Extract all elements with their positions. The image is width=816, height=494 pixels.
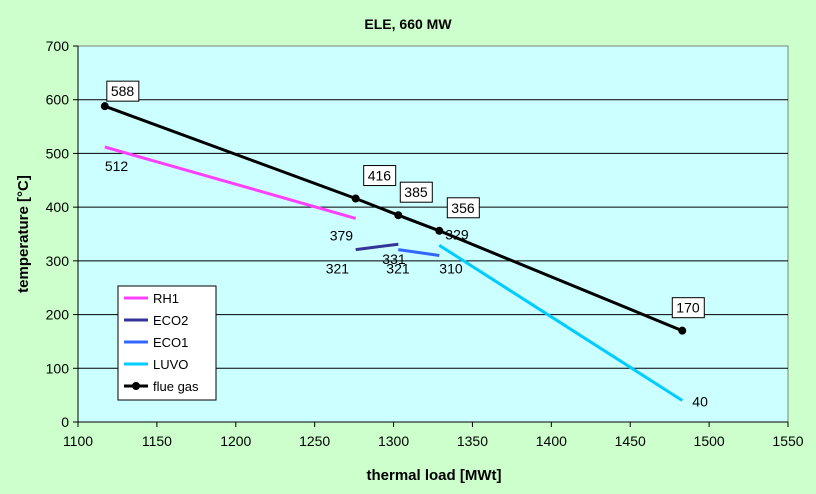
data-label: 385: [404, 184, 428, 200]
x-tick-label: 1450: [615, 433, 646, 449]
y-tick-label: 600: [46, 92, 70, 108]
chart-title: ELE, 660 MW: [364, 16, 452, 32]
y-tick-label: 300: [46, 253, 70, 269]
y-tick-label: 200: [46, 307, 70, 323]
data-point-flue-gas: [435, 226, 444, 235]
series-group: [100, 102, 687, 402]
data-label: 329: [445, 226, 469, 242]
data-point-flue-gas: [100, 102, 109, 111]
y-tick-label: 400: [46, 199, 70, 215]
data-point-flue-gas: [678, 326, 687, 335]
data-label: 321: [386, 261, 410, 277]
data-label: 40: [692, 394, 708, 410]
data-label: 170: [676, 300, 700, 316]
y-tick-label: 100: [46, 360, 70, 376]
series-line-eco2: [355, 242, 399, 252]
y-axis-title: temperature [°C]: [15, 175, 32, 293]
x-tick-label: 1300: [378, 433, 409, 449]
data-label-box: [399, 181, 433, 203]
legend-label-flue-gas: flue gas: [153, 379, 199, 394]
legend-label-eco1: ECO1: [153, 335, 188, 350]
x-tick-label: 1100: [63, 433, 93, 449]
data-label: 310: [439, 260, 463, 276]
legend-label-eco2: ECO2: [153, 313, 188, 328]
legend: RH1 ECO2 ECO1 LUVO flue gas: [117, 285, 217, 401]
x-tick-label: 1500: [694, 433, 725, 449]
data-label: 379: [330, 227, 354, 243]
series-line-luvo: [438, 244, 684, 402]
data-label: 512: [105, 158, 129, 174]
data-point-flue-gas: [394, 211, 403, 220]
data-label: 588: [111, 83, 135, 99]
data-label-box: [106, 80, 140, 102]
data-label-box: [671, 297, 705, 319]
data-label: 416: [368, 168, 392, 184]
series-line-eco1: [398, 248, 440, 257]
x-tick-label: 1150: [142, 433, 172, 449]
x-tick-label: 1400: [536, 433, 567, 449]
legend-marker-flue-gas: [132, 382, 140, 390]
data-label-box: [446, 197, 480, 219]
y-tick-label: 700: [46, 38, 70, 54]
y-tick-label: 500: [46, 145, 70, 161]
axes: 0 100 200 300 400 500 600 700 1100 1150 1200 1250 13…: [46, 38, 804, 449]
x-tick-label: 1550: [772, 433, 803, 449]
data-point-flue-gas: [351, 194, 360, 203]
x-tick-label: 1350: [457, 433, 488, 449]
x-axis-title: thermal load [MWt]: [367, 467, 502, 484]
y-tick-label: 0: [61, 414, 69, 430]
data-label: 331: [382, 251, 406, 267]
x-tick-label: 1200: [220, 433, 251, 449]
legend-label-luvo: LUVO: [153, 357, 188, 372]
data-label: 356: [451, 200, 475, 216]
series-line-rh1: [104, 145, 357, 220]
x-tick-label: 1250: [299, 433, 330, 449]
data-label: 321: [326, 261, 350, 277]
data-label-box: [363, 165, 397, 187]
legend-label-rh1: RH1: [153, 291, 179, 306]
